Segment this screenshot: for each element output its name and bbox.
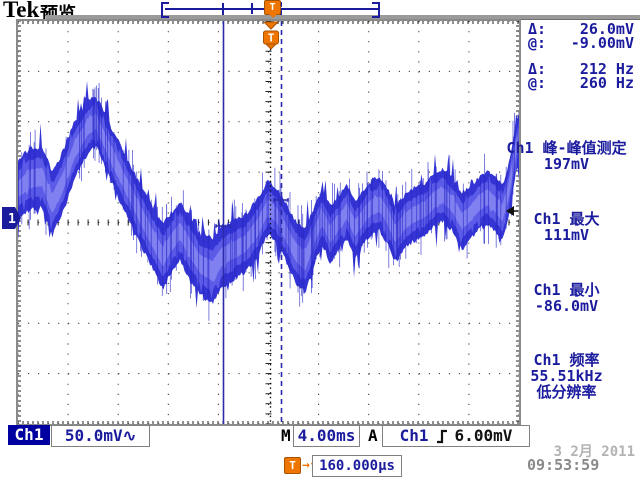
time-display: 09:53:59 (527, 456, 600, 474)
cursor1-topbar-mark (222, 3, 224, 15)
record-view-center-tick (251, 3, 253, 14)
cursor-readouts: Δ: 26.0mV @: -9.00mV Δ: 212 Hz @: 260 Hz (528, 20, 634, 92)
trigger-a-label: A (368, 426, 378, 445)
measurement-title: Ch1 峰-峰值测定 (506, 139, 627, 157)
measurement-value: -86.0mV (534, 297, 599, 315)
delta-icon: Δ: (528, 60, 547, 78)
measurement-pkpk: Ch1 峰-峰值测定 197mV (493, 140, 640, 172)
tek-logo: Tek (3, 0, 40, 22)
coupling-icon: ∿ (122, 426, 137, 445)
record-view-right-bracket (372, 2, 380, 18)
trigger-position-icon-tail (269, 14, 277, 18)
trigger-source: Ch1 (399, 426, 429, 445)
trigger-t-icon: T (284, 456, 301, 474)
vertical-scale-readout: 50.0mV∿ (51, 425, 150, 447)
measurement-title: Ch1 频率 (533, 351, 600, 369)
cursor1-level-tick (215, 224, 231, 228)
measurement-max: Ch1 最大 111mV (493, 211, 640, 243)
measurement-value: 55.51kHz (530, 367, 603, 385)
at-frequency-readout: @: 260 Hz (528, 74, 634, 92)
measurement-value: 197mV (543, 155, 590, 173)
graticule: T (16, 19, 521, 426)
at-voltage-readout: @: -9.00mV (528, 34, 634, 52)
cursor2-topbar-mark (280, 2, 282, 15)
trigger-readout: Ch1 6.00mV (382, 425, 530, 447)
delta-voltage-readout: Δ: 26.0mV (528, 20, 634, 38)
trigger-marker-arrow-icon (262, 21, 280, 30)
arrow-right-icon: → (302, 457, 310, 473)
delta-icon: Δ: (528, 20, 547, 38)
measurement-title: Ch1 最小 (533, 281, 600, 299)
trigger-level: 6.00mV (454, 426, 513, 445)
measurement-freq: Ch1 频率 55.51kHz 低分辨率 (493, 352, 640, 400)
cursor2-level-tick (273, 198, 289, 202)
at-icon: @: (528, 74, 547, 92)
rising-edge-icon (436, 429, 447, 443)
timebase-readout: 4.00ms (293, 425, 360, 447)
main-timebase-label: M (281, 426, 291, 445)
svg-text:1: 1 (8, 212, 16, 227)
trigger-position-icon: T (264, 0, 281, 15)
date-display: 3 2月 2011 (553, 444, 635, 460)
channel1-badge: Ch1 (8, 425, 50, 445)
trigger-delay-readout: 160.000μs (312, 455, 402, 477)
measurement-note: 低分辨率 (536, 383, 597, 401)
at-icon: @: (528, 34, 547, 52)
vertical-scale-value: 50.0mV (64, 426, 123, 445)
channel1-ground-marker-icon: 1 (2, 207, 21, 229)
measurement-title: Ch1 最大 (533, 210, 600, 228)
svg-text:T: T (268, 32, 275, 45)
record-view-left-bracket (161, 2, 169, 18)
measurement-value: 111mV (543, 226, 590, 244)
delta-frequency-readout: Δ: 212 Hz (528, 60, 634, 78)
measurement-min: Ch1 最小 -86.0mV (493, 282, 640, 314)
waveform-display: T (17, 20, 521, 426)
